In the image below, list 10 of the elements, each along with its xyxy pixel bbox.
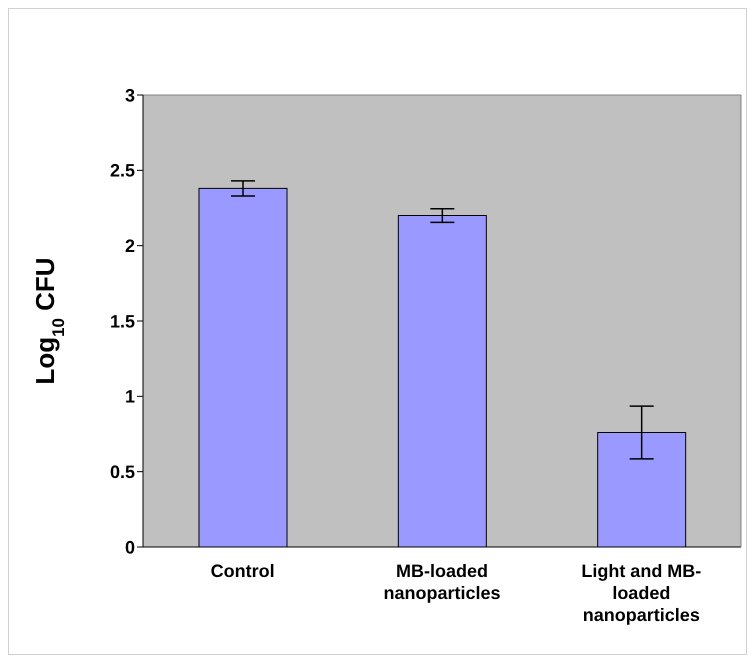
y-tick-label: 3 (124, 85, 135, 106)
x-tick-label: Light and MB-loaded nanoparticles (581, 561, 702, 625)
y-tick-label: 1 (124, 386, 135, 407)
y-tick-label: 2.5 (110, 160, 135, 181)
y-tick-label: 2 (124, 236, 135, 256)
x-tick-label: Control (210, 561, 275, 581)
y-tick-label: 0.5 (110, 462, 135, 482)
y-tick-label: 0 (124, 537, 135, 558)
y-tick-label: 1.5 (110, 311, 135, 332)
x-tick-label: MB-loaded nanoparticles (383, 561, 501, 603)
